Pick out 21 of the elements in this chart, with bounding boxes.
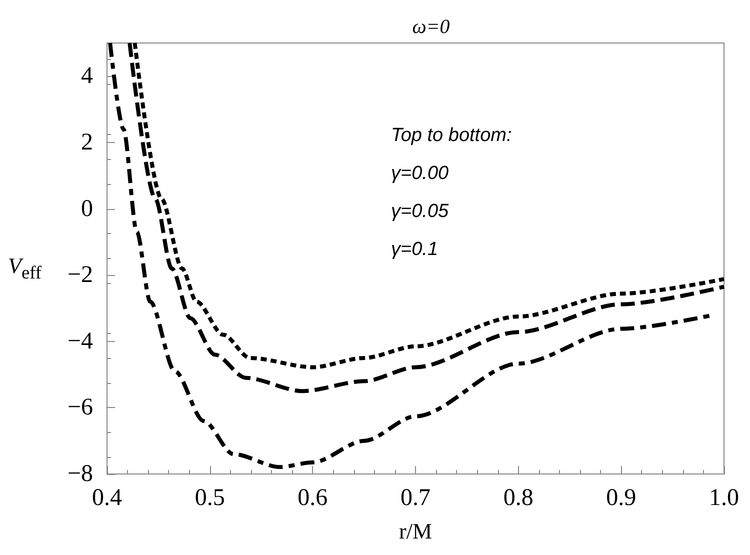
y-tick-label: 2 xyxy=(81,129,93,156)
x-tick-label: 0.4 xyxy=(92,485,122,511)
annotation: γ=0.00 xyxy=(391,163,450,184)
chart-title: ω=0 xyxy=(412,16,450,38)
y-tick-label: −6 xyxy=(67,394,93,421)
annotation: γ=0.1 xyxy=(391,239,438,260)
y-tick-label: 0 xyxy=(81,196,93,222)
y-tick-label: 4 xyxy=(81,63,93,90)
annotation: γ=0.05 xyxy=(391,201,450,222)
x-tick-label: 0.6 xyxy=(298,485,328,511)
annotation: Top to bottom: xyxy=(391,125,512,146)
x-tick-label: 0.9 xyxy=(606,485,636,511)
x-axis-title: r/M xyxy=(399,518,432,544)
x-tick-label: 1.0 xyxy=(709,485,739,511)
x-tick-label: 0.5 xyxy=(194,485,225,511)
x-tick-label: 0.7 xyxy=(400,485,430,511)
y-tick-label: −8 xyxy=(67,461,93,487)
y-axis-title: V$_{eff}$ xyxy=(8,253,42,282)
x-tick-label: 0.8 xyxy=(503,485,534,511)
y-tick-label: −2 xyxy=(67,262,93,288)
y-tick-label: −4 xyxy=(67,328,93,354)
